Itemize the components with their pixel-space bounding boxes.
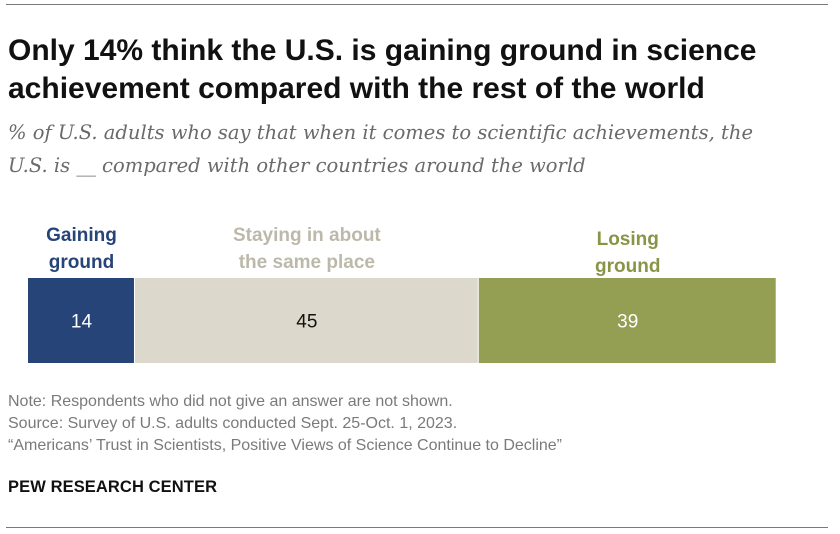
subtitle-line-2: U.S. is __ compared with other countries… [8, 154, 586, 177]
notes: Note: Respondents who did not give an an… [8, 391, 828, 457]
bar-segment-losing-ground [478, 278, 776, 363]
note-text: Note: Respondents who did not give an an… [8, 393, 453, 410]
report-title-text: “Americans’ Trust in Scientists, Positiv… [8, 437, 563, 454]
legend-label-gaining-ground: Gaining ground [46, 225, 117, 273]
chart-subtitle: % of U.S. adults who say that when it co… [8, 116, 828, 182]
stacked-bar-chart: 14 Gaining ground 45 Staying in about the sam… [28, 225, 776, 363]
value-label-losing-ground: 39 [617, 312, 638, 333]
brand-logo-text: PEW RESEARCH CENTER [8, 478, 218, 496]
bar-segment-gaining-ground [28, 278, 134, 363]
top-rule [6, 4, 828, 5]
subtitle-line-1: % of U.S. adults who say that when it co… [8, 121, 753, 144]
bar-segment-staying-in-about-the-same-place [134, 278, 478, 363]
source-text: Source: Survey of U.S. adults conducted … [8, 415, 458, 432]
title-line-2: achievement compared with the rest of th… [8, 72, 705, 105]
legend-label-losing-ground: Losing ground [595, 229, 660, 277]
value-label-gaining-ground: 14 [71, 312, 93, 333]
legend-label-staying-in-about-the-same-place: Staying in about the same place [233, 225, 381, 273]
value-label-staying-in-about-the-same-place: 45 [296, 312, 317, 333]
title-line-1: Only 14% think the U.S. is gaining groun… [8, 34, 757, 67]
bottom-rule [6, 527, 828, 528]
chart-title: Only 14% think the U.S. is gaining groun… [8, 32, 823, 108]
